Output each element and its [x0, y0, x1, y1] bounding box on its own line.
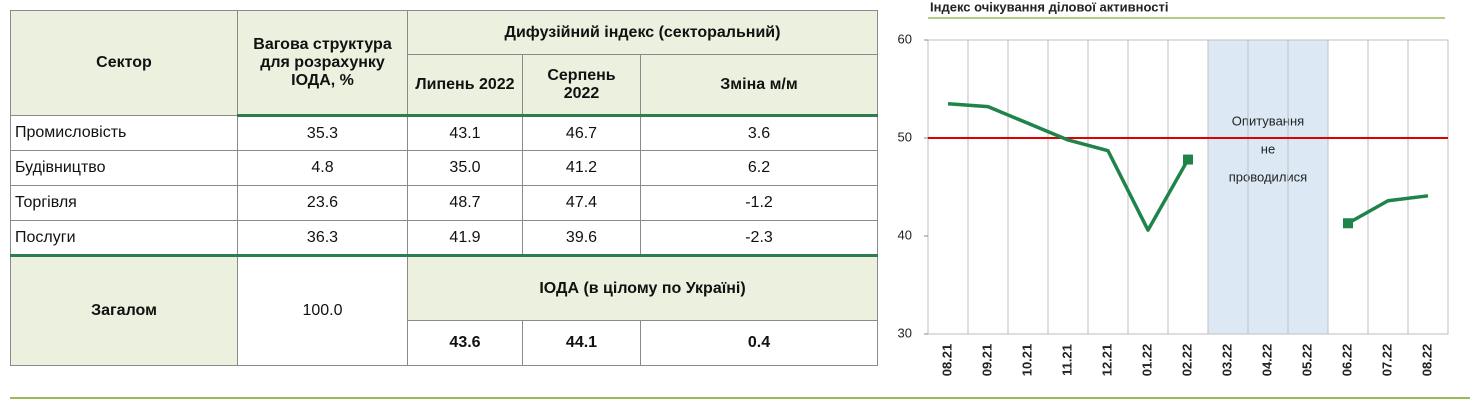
table-cell: 35.3: [237, 115, 408, 151]
table-cell: 35.0: [407, 150, 523, 186]
header-cell: Серпень 2022: [522, 54, 641, 117]
header-cell: Вагова структура для розрахунку ІОДА, %: [237, 10, 408, 117]
total-value: 44.1: [522, 320, 641, 366]
header-cell: Дифузійний індекс (секторальний): [406, 10, 879, 55]
y-tick-label: 60: [898, 31, 912, 46]
x-tick-label: 04.22: [1259, 344, 1274, 377]
total-value: 43.6: [407, 320, 523, 366]
y-tick-label: 50: [898, 129, 912, 144]
table-cell: 39.6: [522, 220, 641, 256]
y-tick-label: 30: [898, 325, 912, 340]
table-cell: 43.1: [407, 115, 523, 151]
x-tick-label: 06.22: [1339, 344, 1354, 377]
x-tick-label: 09.21: [979, 344, 994, 377]
x-tick-label: 01.22: [1139, 344, 1154, 377]
x-tick-label: 02.22: [1179, 344, 1194, 377]
x-tick-label: 11.21: [1059, 344, 1074, 376]
x-tick-label: 08.21: [939, 344, 954, 377]
total-row: Загалом 100.0 ІОДА (в цілому по Україні): [10, 254, 879, 366]
x-tick-label: 08.22: [1419, 344, 1434, 377]
chart-title: Індекс очікування ділової активності: [930, 0, 1168, 14]
total-value: 0.4: [639, 320, 879, 366]
table-cell: 6.2: [639, 150, 879, 186]
x-tick-label: 10.21: [1019, 344, 1034, 377]
table-cell: 47.4: [522, 185, 641, 221]
sector-name: Торгівля: [10, 185, 238, 221]
series-line: [947, 101, 1429, 232]
data-table: Сектор Вагова структура для розрахунку І…: [10, 10, 879, 366]
header-cell: Зміна м/м: [639, 54, 879, 117]
table-cell: -2.3: [639, 220, 879, 256]
table-cell: 46.7: [522, 115, 641, 151]
table-cell: 4.8: [237, 150, 408, 186]
table-cell: 41.2: [522, 150, 641, 186]
header-cell: Липень 2022: [407, 54, 523, 117]
header-cell: Сектор: [10, 10, 238, 116]
total-caption: ІОДА (в цілому по Україні): [406, 254, 879, 321]
plot-frame: [927, 39, 1449, 335]
x-tick-label: 12.21: [1099, 344, 1114, 377]
header-row: Липень 2022 Серпень 2022 Зміна м/м: [11, 54, 879, 117]
header-row: Сектор Вагова структура для розрахунку І…: [10, 10, 879, 117]
table-cell: 23.6: [237, 185, 408, 221]
table-row: Торгівля 23.6 48.7 47.4 -1.2: [10, 185, 879, 221]
y-tick-label: 40: [898, 227, 912, 242]
x-tick-label: 05.22: [1299, 344, 1314, 377]
point-marker: [1183, 154, 1193, 165]
table-cell: -1.2: [639, 185, 879, 221]
point-marker: [1343, 218, 1353, 229]
table-row: Будівництво 4.8 35.0 41.2 6.2: [10, 150, 879, 186]
sector-name: Будівництво: [10, 150, 238, 186]
annotation: не: [1261, 141, 1275, 156]
table-cell: 3.6: [639, 115, 879, 151]
sector-name: Послуги: [10, 220, 238, 256]
table-row: Промисловість 35.3 43.1 46.7 3.6: [10, 115, 879, 151]
table-row: Послуги 36.3 41.9 39.6 -2.3: [10, 220, 879, 256]
annotation: проводилися: [1229, 169, 1307, 184]
total-row: 43.6 44.1 0.4: [11, 320, 879, 366]
no-survey-area: [1208, 40, 1328, 334]
total-label: Загалом: [10, 254, 238, 366]
sector-name: Промисловість: [10, 115, 238, 151]
annotation: Опитування: [1232, 113, 1304, 128]
x-tick-label: 03.22: [1219, 344, 1234, 377]
table-cell: 36.3: [237, 220, 408, 256]
total-weight: 100.0: [237, 254, 408, 366]
table-cell: 48.7: [407, 185, 523, 221]
x-tick-label: 07.22: [1379, 344, 1394, 377]
table-cell: 41.9: [407, 220, 523, 256]
